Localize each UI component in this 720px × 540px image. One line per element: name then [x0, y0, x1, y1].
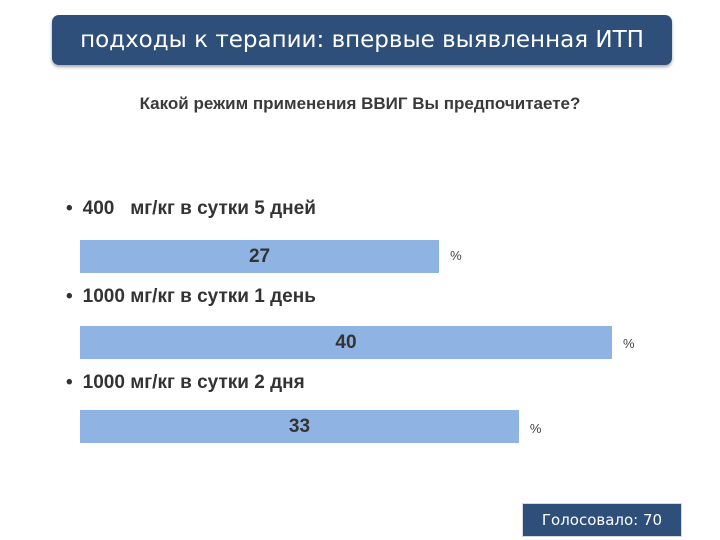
bullet-icon: • — [66, 372, 73, 393]
option-label: • 1000 мг/кг в сутки 2 дня — [66, 372, 305, 394]
percent-label: % — [623, 336, 635, 351]
category-label: 400 мг/кг в сутки 5 дней — [82, 198, 316, 219]
slide-title-bar: подходы к терапии: впервые выявленная ИТ… — [52, 15, 672, 65]
votes-count-box: Голосовало: 70 — [522, 503, 682, 537]
bar-value-label: 33 — [288, 416, 311, 437]
bar-value-label: 27 — [248, 246, 271, 267]
bar — [80, 410, 519, 443]
bar-value-label: 40 — [335, 332, 357, 353]
question-text: Какой режим применения ВВИГ Вы предпочит… — [139, 94, 581, 113]
category-label: 1000 мг/кг в сутки 1 день — [82, 286, 316, 307]
bar — [80, 240, 440, 273]
bullet-icon: • — [66, 286, 73, 307]
percent-label: % — [529, 421, 542, 436]
category-label: 1000 мг/кг в сутки 2 дня — [82, 372, 305, 393]
option-label: • 400 мг/кг в сутки 5 дней — [66, 198, 316, 220]
bullet-icon: • — [66, 198, 73, 219]
option-label: • 1000 мг/кг в сутки 1 день — [66, 286, 316, 308]
slide-title: подходы к терапии: впервые выявленная ИТ… — [80, 27, 644, 53]
bar — [80, 326, 612, 359]
percent-label: % — [450, 248, 462, 263]
votes-count-label: Голосовало: 70 — [541, 511, 663, 529]
